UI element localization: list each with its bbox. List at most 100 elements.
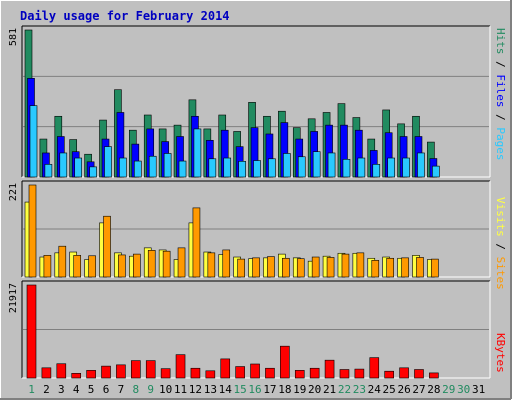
bar-sites-day-13 [207, 252, 216, 278]
day-label-22: 22 [338, 383, 351, 396]
bar-sites-day-12 [192, 207, 201, 278]
bar-pages-day-22 [342, 158, 351, 178]
bar-pages-day-9 [148, 155, 157, 178]
bar-pages-day-3 [59, 152, 68, 178]
bar-kbytes-day-27 [414, 369, 424, 379]
day-label-17: 17 [263, 383, 276, 396]
bar-sites-day-25 [386, 257, 394, 278]
bar-kbytes-day-1 [26, 284, 37, 379]
day-label-9: 9 [147, 383, 154, 396]
day-label-8: 8 [133, 383, 140, 396]
panel-1-max-label: 581 [8, 28, 19, 46]
bar-sites-day-28 [431, 258, 439, 278]
legend-sep-3: / [494, 237, 507, 257]
bar-pages-day-1 [29, 105, 38, 178]
bar-pages-day-2 [44, 164, 53, 178]
bar-pages-day-25 [387, 157, 395, 178]
bar-sites-day-8 [133, 253, 141, 278]
bar-kbytes-day-28 [429, 372, 439, 379]
day-label-16: 16 [248, 383, 261, 396]
bar-sites-day-15 [237, 258, 245, 278]
legend-sites: Sites [494, 257, 507, 290]
bar-pages-day-11 [178, 160, 187, 178]
day-label-27: 27 [412, 383, 425, 396]
bar-sites-day-27 [416, 257, 424, 278]
bar-kbytes-day-7 [116, 364, 126, 379]
bar-pages-day-14 [223, 157, 232, 178]
day-label-24: 24 [368, 383, 382, 396]
bar-pages-day-8 [134, 160, 142, 178]
bar-sites-day-23 [356, 252, 365, 278]
day-label-5: 5 [88, 383, 95, 396]
day-label-26: 26 [397, 383, 410, 396]
bar-sites-day-10 [162, 250, 171, 278]
day-label-10: 10 [159, 383, 172, 396]
bar-pages-day-5 [89, 166, 97, 178]
bar-pages-day-7 [119, 157, 127, 178]
bar-kbytes-day-18 [280, 345, 290, 379]
bar-sites-day-19 [296, 258, 305, 278]
bar-kbytes-day-4 [71, 373, 82, 379]
bar-sites-day-20 [311, 256, 320, 278]
bar-pages-day-26 [402, 157, 410, 178]
day-label-11: 11 [174, 383, 187, 396]
bar-kbytes-day-2 [41, 367, 52, 379]
bar-pages-day-15 [238, 161, 246, 178]
bar-kbytes-day-17 [265, 367, 275, 379]
bar-kbytes-day-15 [235, 366, 245, 379]
bar-kbytes-day-13 [205, 370, 216, 379]
panel-2-legend: Visits / Sites [494, 197, 507, 290]
bar-sites-day-9 [147, 250, 156, 278]
day-label-3: 3 [58, 383, 65, 396]
bar-pages-day-17 [268, 158, 276, 178]
bar-kbytes-day-16 [250, 363, 260, 379]
day-label-13: 13 [204, 383, 217, 396]
bar-kbytes-day-14 [220, 358, 231, 379]
day-label-7: 7 [118, 383, 125, 396]
bar-sites-day-22 [341, 253, 350, 278]
bar-sites-day-18 [282, 257, 290, 278]
day-label-20: 20 [308, 383, 321, 396]
chart-title: Daily usage for February 2014 [20, 9, 230, 23]
bar-kbytes-day-26 [399, 367, 409, 379]
bar-sites-day-26 [401, 257, 409, 278]
bar-sites-day-4 [73, 255, 82, 278]
day-label-29: 29 [442, 383, 455, 396]
bar-kbytes-day-23 [354, 368, 365, 379]
bar-kbytes-day-19 [294, 370, 305, 379]
bar-pages-day-6 [104, 146, 112, 178]
bar-sites-day-24 [371, 260, 380, 278]
day-label-31: 31 [472, 383, 485, 396]
day-label-6: 6 [103, 383, 110, 396]
day-label-19: 19 [293, 383, 306, 396]
bar-pages-day-21 [327, 152, 336, 178]
bar-pages-day-23 [357, 157, 366, 178]
day-label-2: 2 [43, 383, 50, 396]
bar-kbytes-day-25 [384, 370, 394, 379]
legend-hits: Hits [494, 28, 507, 55]
bar-pages-day-13 [208, 158, 217, 178]
day-label-1: 1 [28, 383, 35, 396]
day-label-30: 30 [457, 383, 470, 396]
bar-sites-day-17 [267, 256, 275, 278]
bar-sites-day-3 [58, 245, 67, 278]
legend-visits: Visits [494, 197, 507, 237]
panel-3-legend-kbytes: KBytes [494, 333, 507, 373]
bar-pages-day-24 [372, 164, 381, 178]
legend-sep-1: / [494, 55, 507, 75]
bar-pages-day-12 [193, 128, 202, 178]
day-label-23: 23 [353, 383, 366, 396]
bar-kbytes-day-5 [86, 370, 96, 379]
day-label-14: 14 [219, 383, 233, 396]
bar-sites-day-21 [326, 257, 335, 278]
bar-sites-day-16 [252, 257, 260, 278]
bar-kbytes-day-11 [175, 354, 186, 379]
bar-kbytes-day-20 [309, 367, 320, 379]
bar-pages-day-18 [283, 153, 291, 178]
bar-kbytes-day-3 [56, 363, 67, 379]
panel-2-max-label: 221 [8, 183, 19, 201]
day-label-25: 25 [383, 383, 396, 396]
bar-sites-day-11 [177, 247, 186, 278]
